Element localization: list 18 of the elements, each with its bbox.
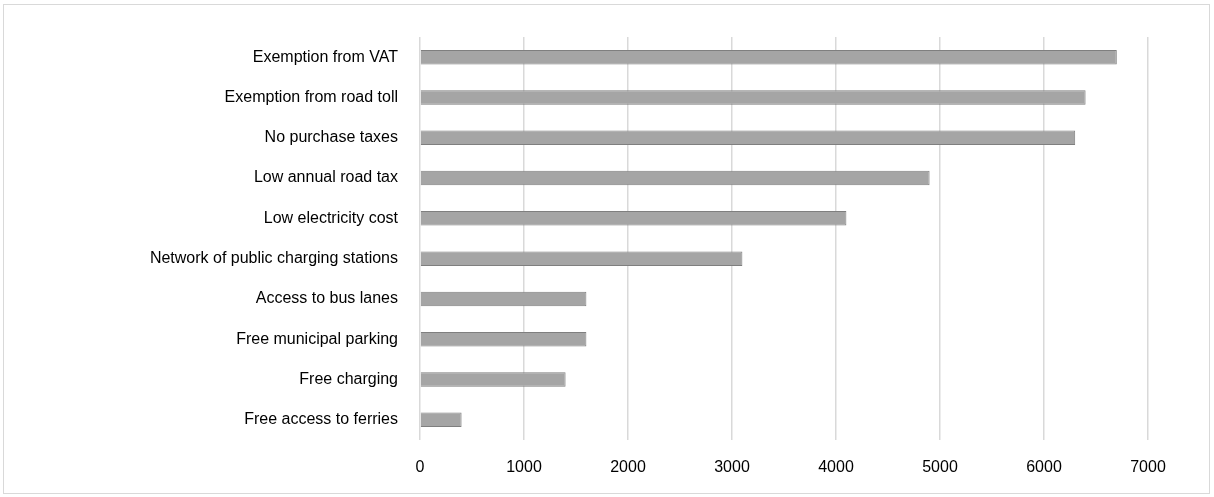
x-tick-label: 7000 xyxy=(1130,458,1166,476)
y-tick-label: Free charging xyxy=(299,369,398,387)
y-tick-label: Low annual road tax xyxy=(253,168,398,186)
x-tick-label: 1000 xyxy=(506,458,542,476)
y-tick-label: Network of public charging stations xyxy=(149,249,398,267)
y-tick-label: Low electricity cost xyxy=(263,208,399,226)
y-tick-label: Exemption from road toll xyxy=(224,87,398,105)
y-tick-label: Free access to ferries xyxy=(244,410,398,428)
y-tick-label: Access to bus lanes xyxy=(255,289,398,307)
x-tick-label: 4000 xyxy=(818,458,854,476)
y-tick-label: Exemption from VAT xyxy=(252,47,399,65)
x-tick-label: 6000 xyxy=(1026,458,1062,476)
y-tick-label: Free municipal parking xyxy=(236,329,398,347)
x-tick-label: 2000 xyxy=(610,458,646,476)
x-tick-label: 5000 xyxy=(922,458,958,476)
y-tick-label: No purchase taxes xyxy=(264,128,398,146)
x-tick-label: 3000 xyxy=(714,458,750,476)
x-tick-label: 0 xyxy=(415,458,425,476)
